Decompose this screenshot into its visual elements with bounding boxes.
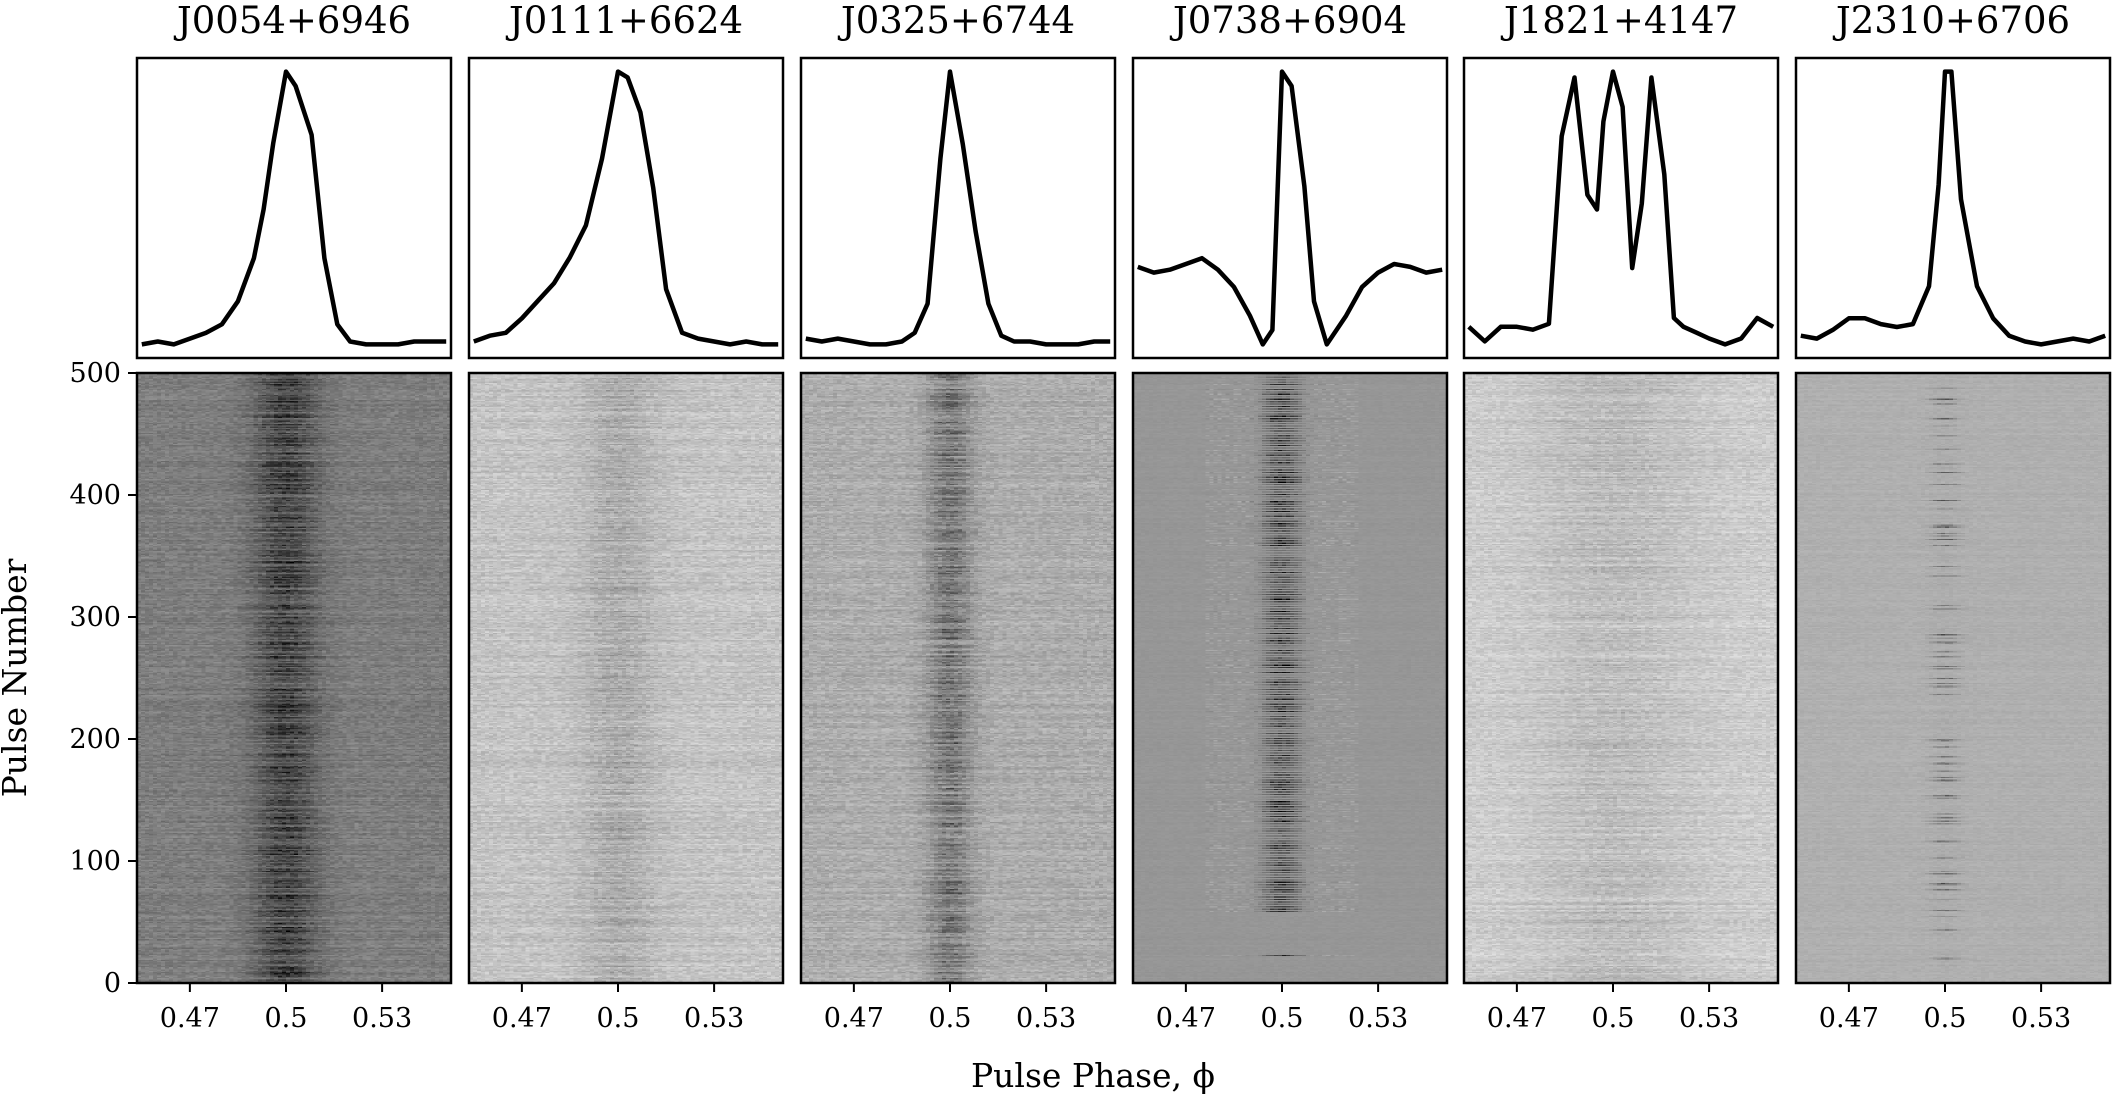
panel-j0325+6744: J0325+6744 0.47 0.5 0.53 [799, 0, 1117, 1034]
x-tick-label: 0.53 [352, 1003, 412, 1034]
profile-line [473, 69, 779, 347]
profile-frame [1131, 56, 1449, 360]
pulse-stack-frame [799, 371, 1117, 985]
x-axis-label: Pulse Phase, ϕ [971, 1056, 1215, 1095]
profile-background [801, 58, 1115, 358]
panel-title: J0054+6946 [173, 0, 411, 42]
profile-frame [135, 56, 453, 360]
y-tick-label: 0 [104, 968, 121, 999]
x-tick-label: 0.5 [1261, 1003, 1304, 1034]
pulse-stack-frame [135, 371, 453, 985]
profile-frame [1794, 56, 2112, 360]
pulse-stack-frame [1462, 371, 1780, 985]
x-tick-label: 0.5 [1924, 1003, 1967, 1034]
profile-line [1137, 69, 1443, 347]
y-tick-label: 300 [69, 602, 121, 633]
profile-line [805, 69, 1111, 347]
pulse-stack-heatmap [801, 373, 1115, 983]
panel-j0111+6624: J0111+6624 0.47 0.5 0.53 [467, 0, 785, 1034]
pulse-stack-frame [1131, 371, 1449, 985]
profile-frame [467, 56, 785, 360]
y-tick-label: 200 [69, 724, 121, 755]
pulse-stack-heatmap [469, 373, 783, 983]
x-tick-label: 0.47 [1487, 1003, 1547, 1034]
x-tick-label: 0.53 [684, 1003, 744, 1034]
pulse-stack-frame [467, 371, 785, 985]
x-tick-label: 0.5 [1592, 1003, 1635, 1034]
x-tick-label: 0.47 [1819, 1003, 1879, 1034]
pulse-stack-heatmap [137, 373, 451, 983]
profile-frame [799, 56, 1117, 360]
panel-j0054+6946: J0054+6946 0.47 0.5 0.53 [135, 0, 453, 1034]
x-tick-label: 0.53 [1016, 1003, 1076, 1034]
panel-title: J1821+4147 [1500, 0, 1738, 42]
x-tick-label: 0.53 [1348, 1003, 1408, 1034]
panel-title: J0111+6624 [505, 0, 743, 42]
panel-j0738+6904: J0738+6904 0.47 0.5 0.53 [1131, 0, 1449, 1034]
x-tick-label: 0.47 [492, 1003, 552, 1034]
x-tick-label: 0.47 [1156, 1003, 1216, 1034]
panel-j1821+4147: J1821+4147 0.47 0.5 0.53 [1462, 0, 1780, 1034]
y-tick-label: 100 [69, 846, 121, 877]
pulse-stack-heatmap [1133, 373, 1447, 983]
y-axis: 0 100 200 300 400 500 [69, 358, 137, 999]
pulse-stack-heatmap [1464, 373, 1778, 983]
pulse-stack-heatmap [1796, 373, 2110, 983]
x-tick-label: 0.5 [597, 1003, 640, 1034]
panel-title: J0325+6744 [837, 0, 1075, 42]
y-tick-label: 500 [69, 358, 121, 389]
panel-j2310+6706: J2310+6706 0.47 0.5 0.53 [1794, 0, 2112, 1034]
y-axis-label: Pulse Number [0, 558, 34, 797]
profile-line [1800, 69, 2106, 347]
x-tick-label: 0.47 [824, 1003, 884, 1034]
profile-line [1467, 69, 1775, 347]
x-tick-label: 0.5 [929, 1003, 972, 1034]
x-tick-label: 0.47 [160, 1003, 220, 1034]
profile-frame [1462, 56, 1780, 360]
profile-line [141, 69, 447, 347]
x-tick-label: 0.5 [265, 1003, 308, 1034]
x-tick-label: 0.53 [1679, 1003, 1739, 1034]
y-tick-label: 400 [69, 480, 121, 511]
pulse-stack-frame [1794, 371, 2112, 985]
panel-title: J0738+6904 [1169, 0, 1407, 42]
profile-background [1133, 58, 1447, 358]
panels-layer: J0054+6946 0.47 0.5 0.53 J0111+6624 0.47 0.5 0.… [135, 0, 2112, 1034]
profile-background [469, 58, 783, 358]
panel-title: J2310+6706 [1832, 0, 2070, 42]
profile-background [137, 58, 451, 358]
x-tick-label: 0.53 [2011, 1003, 2071, 1034]
